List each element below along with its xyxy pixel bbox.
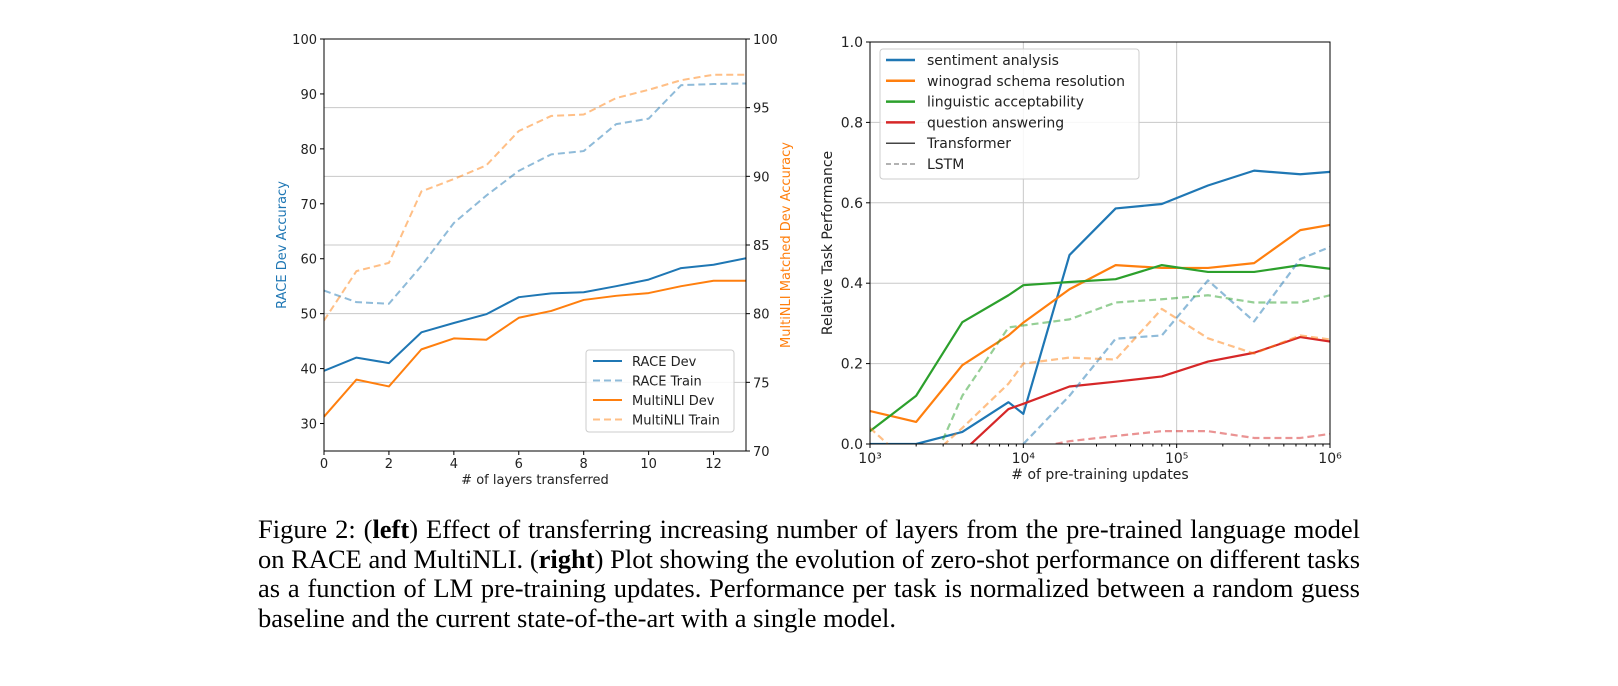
legend-label: sentiment analysis bbox=[927, 53, 1059, 69]
series-line-multinli-dev bbox=[324, 279, 746, 418]
left-chart: 0 2 4 6 8 10 12 30 40 50 60 70 80 90 100 70 75 80 85 90 95 10… bbox=[275, 33, 794, 488]
series-line-question-answering-transformer bbox=[969, 335, 1330, 444]
legend-box bbox=[879, 48, 1140, 180]
legend-label: question answering bbox=[927, 115, 1064, 131]
y-tick-label: 40 bbox=[300, 363, 317, 378]
x-axis-label: # of layers transferred bbox=[461, 473, 609, 488]
y-tick-label: 60 bbox=[300, 253, 317, 268]
x-tick-label: 6 bbox=[515, 457, 523, 472]
y-right-tick-label: 100 bbox=[753, 33, 778, 48]
legend-label: RACE Dev bbox=[632, 355, 697, 370]
legend-label: LSTM bbox=[927, 157, 964, 173]
caption-left-text: Effect of transferring increasing number… bbox=[258, 514, 1360, 574]
x-tick-label: 8 bbox=[580, 457, 588, 472]
right-chart: 10³ 10⁴ 10⁵ 10⁶ 0.0 0.2 0.4 0.6 0.8 1.0 # of pre-t… bbox=[820, 35, 1342, 483]
y-right-tick-label: 90 bbox=[753, 170, 770, 185]
series-line-winograd-schema-resolution-transformer bbox=[870, 223, 1330, 423]
x-tick-label: 10⁶ bbox=[1318, 451, 1342, 467]
legend-label: MultiNLI Train bbox=[632, 414, 720, 429]
series-line-winograd-schema-resolution-lstm bbox=[870, 307, 1330, 444]
x-axis-label: # of pre-training updates bbox=[1011, 467, 1188, 483]
x-tick-label: 2 bbox=[385, 457, 393, 472]
legend-label: linguistic acceptability bbox=[927, 95, 1084, 111]
x-tick-label: 0 bbox=[320, 457, 328, 472]
y-axis-label: Relative Task Performance bbox=[820, 151, 836, 335]
y-tick-label: 1.0 bbox=[841, 35, 863, 51]
y-tick-label: 0.8 bbox=[841, 115, 863, 131]
y-right-tick-label: 75 bbox=[753, 376, 770, 391]
y-tick-label: 100 bbox=[292, 33, 317, 48]
figure-caption: Figure 2: (left) Effect of transferring … bbox=[258, 514, 1361, 633]
plot-frame bbox=[869, 41, 1331, 445]
y-axis-label: RACE Dev Accuracy bbox=[275, 181, 290, 309]
y-right-tick-label: 95 bbox=[753, 102, 770, 117]
x-tick-label: 10³ bbox=[858, 451, 881, 467]
series-line-linguistic-acceptability-lstm bbox=[939, 294, 1330, 444]
legend: RACE Dev RACE Train MultiNLI Dev MultiNLI T… bbox=[585, 349, 735, 433]
legend-label: winograd schema resolution bbox=[927, 74, 1125, 90]
legend-label: RACE Train bbox=[632, 375, 702, 390]
x-tick-label: 10 bbox=[640, 457, 657, 472]
y-right-tick-label: 80 bbox=[753, 308, 770, 323]
y-tick-label: 0.4 bbox=[841, 276, 863, 292]
series-line-race-train bbox=[324, 82, 746, 305]
legend-box bbox=[585, 349, 735, 433]
series-group bbox=[870, 169, 1330, 444]
y-tick-label: 70 bbox=[300, 198, 317, 213]
caption-right-bold: right bbox=[538, 543, 595, 574]
legend-label: MultiNLI Dev bbox=[632, 394, 715, 409]
y-tick-label: 50 bbox=[300, 308, 317, 323]
y-tick-label: 0.2 bbox=[841, 357, 863, 373]
caption-right-text: Plot showing the evolution of zero-shot … bbox=[258, 543, 1361, 633]
series-line-sentiment-analysis-lstm bbox=[1022, 246, 1330, 444]
y-right-axis-label: MultiNLI Matched Dev Accuracy bbox=[779, 142, 794, 348]
series-line-linguistic-acceptability-transformer bbox=[870, 264, 1330, 433]
caption-label: Figure 2: bbox=[258, 514, 356, 544]
y-right-tick-label: 70 bbox=[753, 445, 770, 460]
series-group bbox=[324, 73, 746, 418]
series-line-race-dev bbox=[324, 257, 746, 372]
x-tick-label: 4 bbox=[450, 457, 458, 472]
legend: sentiment analysis winograd schema resolu… bbox=[879, 48, 1140, 180]
series-line-multinli-train bbox=[324, 73, 746, 322]
x-tick-label: 10⁴ bbox=[1012, 451, 1036, 467]
x-tick-label: 10⁵ bbox=[1165, 451, 1188, 467]
x-tick-label: 12 bbox=[705, 457, 722, 472]
y-right-tick-label: 85 bbox=[753, 239, 770, 254]
legend-label: Transformer bbox=[926, 136, 1011, 152]
y-tick-label: 0.6 bbox=[841, 196, 863, 212]
y-tick-label: 90 bbox=[300, 88, 317, 103]
y-tick-label: 0.0 bbox=[841, 437, 863, 453]
caption-left-bold: left bbox=[372, 514, 410, 544]
y-tick-label: 80 bbox=[300, 143, 317, 158]
y-tick-label: 30 bbox=[300, 418, 317, 433]
